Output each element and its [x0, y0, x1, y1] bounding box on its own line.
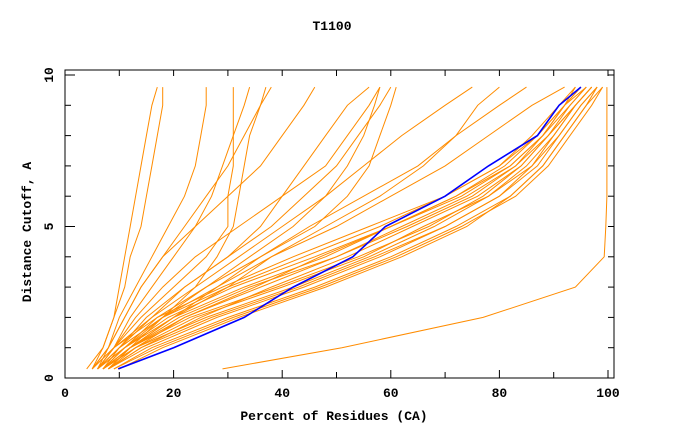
y-tick-label: 5: [42, 222, 57, 230]
model-curve-8: [102, 86, 587, 370]
x-tick-label: 60: [383, 386, 399, 401]
model-curve-18: [91, 86, 473, 370]
plot-frame: [64, 69, 615, 379]
axis-ticks: [64, 70, 614, 379]
y-tick-label: 10: [42, 67, 57, 83]
model-curve-30: [97, 86, 381, 370]
model-curve-17: [97, 86, 527, 370]
model-curve-14: [108, 86, 598, 370]
model-curve-7: [113, 86, 598, 370]
x-tick-label: 80: [492, 386, 508, 401]
model-curve-11: [119, 86, 603, 370]
model-curve-16: [113, 86, 604, 370]
x-tick-label: 40: [274, 386, 290, 401]
model-curve-13: [91, 86, 576, 370]
chart-title: T1100: [312, 19, 351, 34]
plot-lines: [86, 86, 608, 370]
x-tick-label: 20: [166, 386, 182, 401]
model-curve-4: [102, 86, 593, 370]
model-curve-26: [102, 86, 370, 370]
model-curve-28: [97, 86, 392, 370]
model-curve-21: [86, 87, 164, 370]
model-curve-33: [91, 86, 316, 370]
model-curve-12: [102, 86, 593, 370]
model-curve-3: [108, 86, 593, 370]
model-curve-32: [108, 86, 500, 370]
y-axis-label: Distance Cutoff, A: [20, 162, 35, 303]
model-curve-34: [222, 87, 608, 370]
model-curve-27: [102, 86, 381, 370]
model-curve-31: [102, 86, 267, 370]
x-axis-label: Percent of Residues (CA): [240, 409, 427, 424]
model-curve-22: [97, 87, 207, 370]
x-tick-label: 100: [596, 386, 620, 401]
y-tick-labels: 0 5 10: [42, 67, 57, 382]
y-tick-label: 0: [42, 374, 57, 382]
x-tick-labels: 0 20 40 60 80 100: [61, 386, 620, 401]
model-curve-10: [108, 86, 593, 370]
model-curve-15: [102, 86, 587, 370]
model-curve-29: [108, 86, 397, 370]
x-tick-label: 0: [61, 386, 69, 401]
highlighted-model-curve: [117, 86, 582, 370]
model-curve-25: [97, 87, 234, 370]
model-curve-1: [102, 86, 582, 370]
